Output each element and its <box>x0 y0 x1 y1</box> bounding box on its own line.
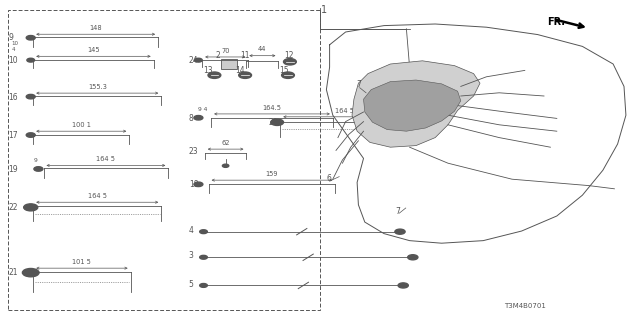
Text: 9: 9 <box>33 157 37 163</box>
Circle shape <box>282 72 294 78</box>
Circle shape <box>395 229 405 234</box>
Text: 164.5: 164.5 <box>262 105 282 111</box>
Circle shape <box>24 204 38 211</box>
Text: 70: 70 <box>221 48 230 54</box>
Text: 22: 22 <box>8 204 18 212</box>
Text: 17: 17 <box>8 131 18 140</box>
Text: 10: 10 <box>8 56 18 65</box>
Bar <box>8 10 320 310</box>
Circle shape <box>208 72 221 78</box>
Circle shape <box>194 116 203 120</box>
Text: 11: 11 <box>240 52 250 60</box>
Text: 7: 7 <box>396 207 401 216</box>
Circle shape <box>22 268 39 277</box>
Text: 159: 159 <box>266 171 278 177</box>
Circle shape <box>239 72 252 78</box>
Circle shape <box>27 58 35 62</box>
Text: 10: 10 <box>12 41 19 46</box>
Text: 164 5: 164 5 <box>88 193 107 199</box>
Text: 7: 7 <box>356 80 361 89</box>
Text: 5: 5 <box>189 280 194 289</box>
Circle shape <box>271 119 284 125</box>
Circle shape <box>195 58 202 62</box>
Circle shape <box>200 230 207 234</box>
Circle shape <box>284 59 296 65</box>
Text: 4: 4 <box>12 46 15 52</box>
Circle shape <box>26 133 35 137</box>
Text: 101 5: 101 5 <box>72 259 92 265</box>
Polygon shape <box>352 61 480 147</box>
Circle shape <box>200 284 207 287</box>
Text: 164 5: 164 5 <box>97 156 115 162</box>
Text: 15: 15 <box>279 66 289 75</box>
Circle shape <box>223 164 229 167</box>
Circle shape <box>26 94 35 99</box>
Text: 16: 16 <box>8 93 18 102</box>
Text: 100 1: 100 1 <box>72 122 91 128</box>
Text: 62: 62 <box>221 140 230 146</box>
Circle shape <box>26 36 35 40</box>
Text: 23: 23 <box>189 147 198 156</box>
Text: 12: 12 <box>284 52 294 60</box>
Text: 155.3: 155.3 <box>88 84 107 90</box>
Circle shape <box>408 255 418 260</box>
Text: 44: 44 <box>258 46 267 52</box>
Text: 19: 19 <box>8 165 18 174</box>
Text: 148: 148 <box>90 25 102 31</box>
Text: 21: 21 <box>8 268 18 277</box>
Text: 2: 2 <box>215 52 220 60</box>
Text: 13: 13 <box>204 66 213 75</box>
Circle shape <box>194 182 203 187</box>
Text: 20: 20 <box>269 118 278 127</box>
Polygon shape <box>364 80 461 131</box>
Text: 6: 6 <box>326 174 332 183</box>
Text: FR.: FR. <box>547 17 565 28</box>
Circle shape <box>200 255 207 259</box>
Text: 14: 14 <box>236 66 245 75</box>
Text: 164 5: 164 5 <box>335 108 354 114</box>
Text: 9 4: 9 4 <box>198 107 208 112</box>
Bar <box>221 59 237 69</box>
Circle shape <box>34 167 43 171</box>
Text: 24: 24 <box>189 56 198 65</box>
Text: 1: 1 <box>321 5 328 15</box>
Text: 8: 8 <box>189 114 193 123</box>
Circle shape <box>398 283 408 288</box>
Text: 4: 4 <box>189 226 194 235</box>
Text: 145: 145 <box>87 47 100 53</box>
Text: T3M4B0701: T3M4B0701 <box>504 303 546 309</box>
Text: 3: 3 <box>189 252 194 260</box>
Text: 9: 9 <box>8 33 13 42</box>
Text: 18: 18 <box>189 180 198 189</box>
